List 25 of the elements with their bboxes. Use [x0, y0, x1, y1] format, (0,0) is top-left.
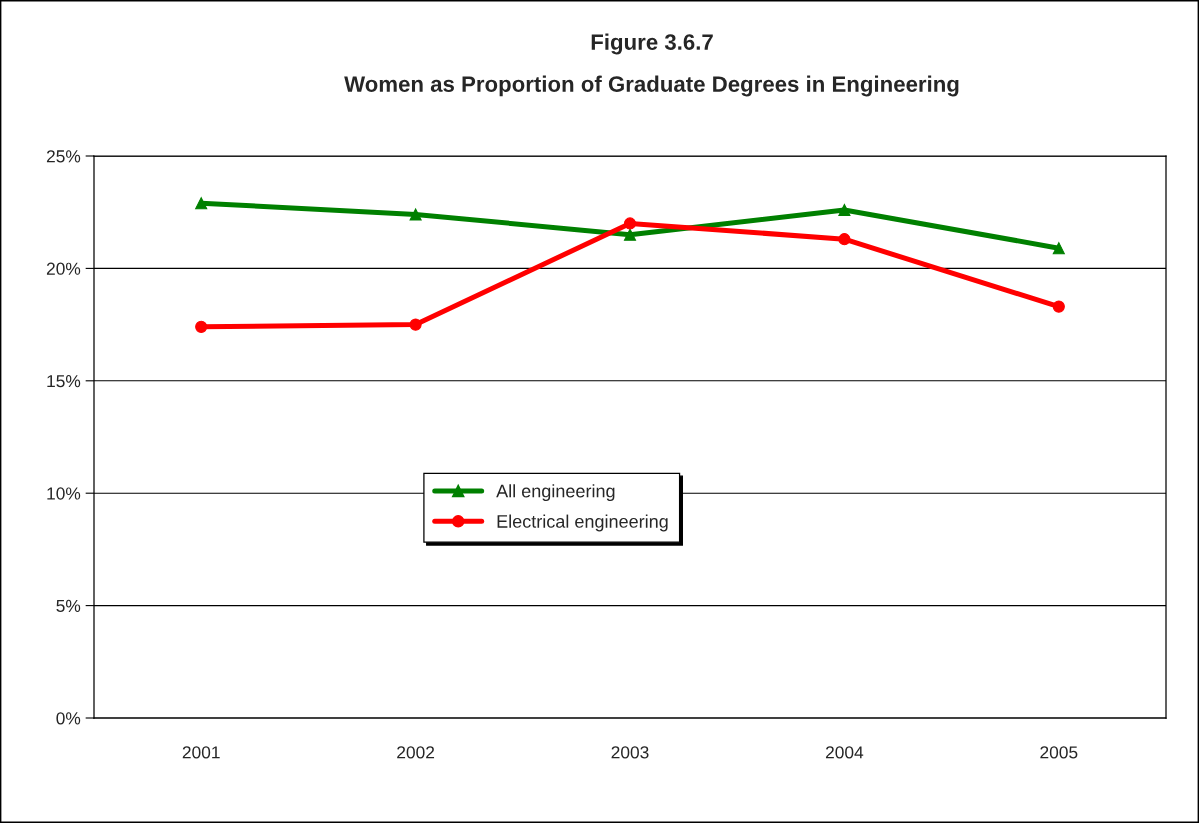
y-tick-label: 5% [56, 599, 81, 613]
x-tick-label: 2005 [1040, 746, 1078, 759]
y-tick-label: 10% [47, 487, 81, 500]
y-tick-label: 15% [47, 375, 81, 388]
point [838, 233, 851, 246]
point [623, 217, 637, 230]
point [195, 197, 208, 210]
x-tick-label: 2003 [611, 746, 649, 759]
x-tick-label: 2001 [182, 746, 220, 759]
legend-label: Electrical engineering [497, 514, 668, 532]
point [409, 318, 422, 331]
y-tick-label: 20% [46, 262, 81, 275]
point [1052, 300, 1065, 313]
legend-label: All engineering [496, 484, 615, 502]
x-tick-label: 2004 [825, 746, 864, 759]
chart-subtitle: Women as Proportion of Graduate Degrees in Engineering [344, 75, 959, 97]
point [623, 228, 637, 241]
point [838, 203, 851, 217]
y-tick-label: 25% [46, 150, 81, 163]
point [1052, 242, 1065, 255]
point [409, 208, 422, 221]
x-tick-label: 2002 [397, 746, 435, 759]
point [195, 320, 208, 333]
chart-title: Figure 3.6.7 [591, 33, 713, 55]
y-tick-label: 0% [56, 712, 81, 725]
